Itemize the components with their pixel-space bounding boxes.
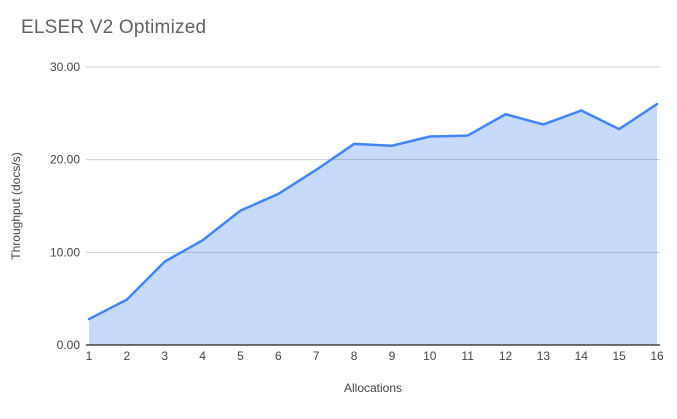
y-tick-label: 30.00 — [50, 60, 80, 74]
x-tick-label: 6 — [275, 349, 282, 363]
x-tick-label: 15 — [612, 349, 626, 363]
x-tick-label: 16 — [650, 349, 664, 363]
x-tick-labels: 1 2 3 4 5 6 7 8 9 10 11 12 13 14 15 16 — [86, 349, 664, 363]
y-tick-label: 0.00 — [57, 338, 81, 352]
x-tick-label: 7 — [313, 349, 320, 363]
x-tick-label: 1 — [86, 349, 93, 363]
x-tick-label: 5 — [237, 349, 244, 363]
x-tick-label: 4 — [199, 349, 206, 363]
y-tick-label: 10.00 — [50, 245, 80, 259]
y-tick-labels: 0.00 10.00 20.00 30.00 — [50, 60, 80, 352]
series-line — [87, 102, 659, 321]
chart-title: ELSER V2 Optimized — [21, 17, 207, 38]
x-tick-label: 14 — [575, 349, 589, 363]
x-tick-label: 3 — [161, 349, 168, 363]
x-tick-label: 10 — [423, 349, 437, 363]
y-tick-label: 20.00 — [50, 153, 80, 167]
x-tick-label: 2 — [124, 349, 131, 363]
x-tick-label: 11 — [461, 349, 474, 363]
x-tick-label: 12 — [499, 349, 513, 363]
x-tick-label: 8 — [351, 349, 358, 363]
area-fill-layer — [89, 104, 657, 345]
x-tick-label: 9 — [389, 349, 396, 363]
x-axis-title: Allocations — [343, 381, 403, 395]
area-fill — [89, 104, 657, 345]
x-tick-label: 13 — [537, 349, 551, 363]
series-line-layer — [87, 102, 659, 321]
